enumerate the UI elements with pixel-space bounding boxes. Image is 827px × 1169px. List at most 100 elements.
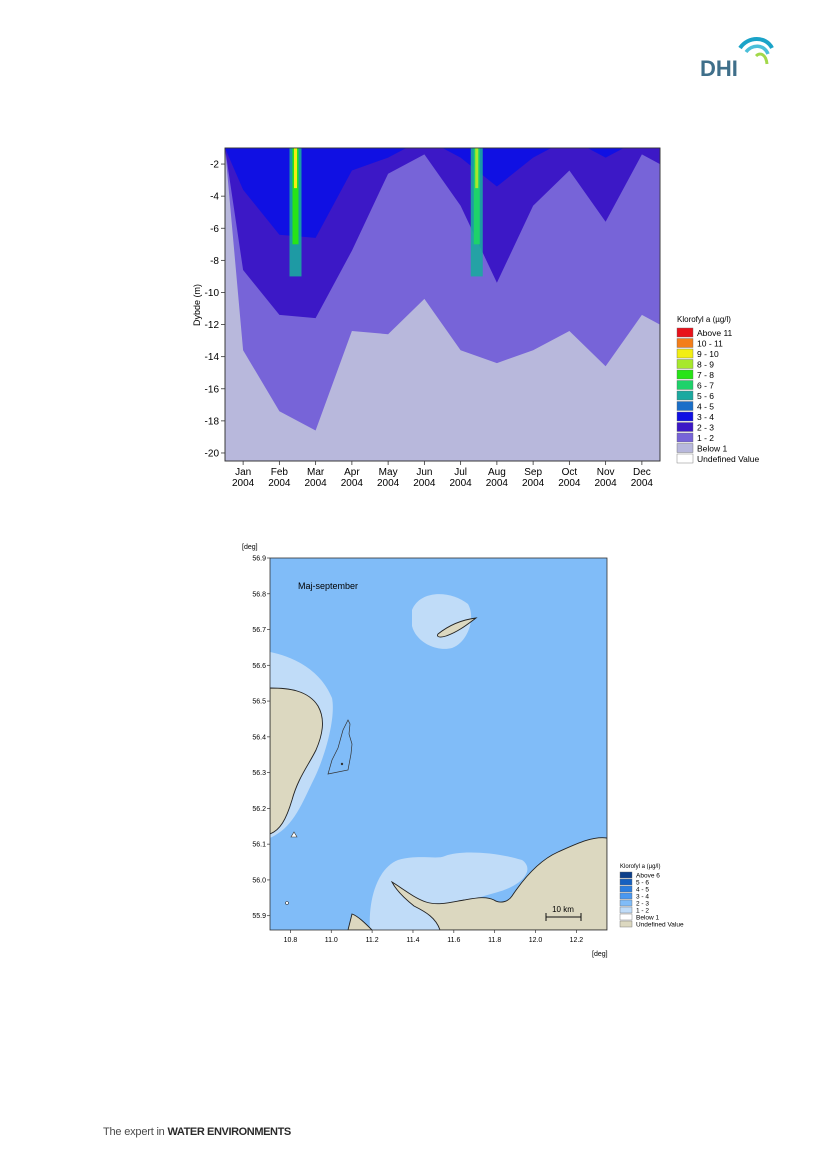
legend-swatch	[619, 920, 633, 928]
plot-area	[224, 147, 661, 462]
legend-swatch	[619, 892, 633, 900]
y-tick-label: 56.2	[252, 806, 266, 813]
y-tick-label: -20	[205, 448, 220, 459]
x-tick-label: Mar 2004	[305, 467, 328, 489]
logo-text: DHI	[700, 56, 738, 81]
x-tick-label: 12.0	[529, 937, 543, 944]
x-tick-label: Dec 2004	[631, 467, 654, 489]
legend-label: 7 - 8	[697, 370, 714, 380]
y-tick-label: -14	[205, 352, 220, 363]
legend-swatch	[676, 453, 694, 464]
legend-swatch	[619, 878, 633, 886]
y-tick-label: 56.4	[252, 734, 266, 741]
legend-label: 5 - 6	[636, 880, 649, 887]
legend-swatch	[676, 390, 694, 401]
point-triangle	[290, 831, 298, 838]
x-tick-label: Aug 2004	[486, 467, 509, 489]
footer-tagline: The expert in WATER ENVIRONMENTS	[103, 1126, 291, 1138]
legend-label: Below 1	[636, 915, 660, 922]
x-tick-label: Apr 2004	[341, 467, 364, 489]
y-tick-label: -16	[205, 384, 220, 395]
y-tick-label: -10	[205, 288, 220, 299]
y-tick-label: 56.9	[252, 556, 266, 563]
legend-swatch	[676, 338, 694, 348]
legend-swatch	[676, 443, 694, 453]
legend-swatch	[676, 327, 694, 338]
scale-bar-label: 10 km	[552, 905, 574, 914]
land-island	[437, 617, 478, 638]
y-axis: 55.9 56.0 56.1 56.2 56.3 56.4 56.5 56.6 56.7 56.8…	[252, 556, 270, 920]
legend-label: Above 6	[636, 873, 660, 880]
y-axis: -2 -4 -6 -8 -10 -12 -14 -16 -18 -20	[205, 160, 225, 459]
bloom-core-mar	[292, 148, 299, 245]
y-tick-label: 56.5	[252, 699, 266, 706]
legend-swatch	[676, 369, 694, 380]
y-tick-label: 56.6	[252, 663, 266, 670]
dhi-logo: DHI	[700, 37, 774, 81]
bloom-peak-mar	[294, 148, 297, 189]
x-tick-label: 11.4	[406, 937, 419, 944]
legend-swatch	[619, 871, 633, 879]
y-tick-label: 56.8	[252, 591, 266, 598]
legend-title: Klorofyl a (µg/l)	[620, 864, 660, 870]
scale-bar: 10 km	[545, 905, 582, 921]
x-tick-label: Oct 2004	[558, 467, 581, 489]
legend-label: 2 - 3	[697, 423, 714, 433]
x-tick-label: 10.8	[284, 937, 298, 944]
y-tick-label: -12	[205, 320, 220, 331]
legend-label: 4 - 5	[636, 887, 649, 894]
depth-profile-chart: -2 -4 -6 -8 -10 -12 -14 -16 -18 -20 Jan 2004 Feb 200…	[192, 147, 759, 489]
windfarm-outline	[327, 719, 353, 775]
y-tick-label: 56.1	[252, 842, 266, 849]
legend: Klorofyl a (µg/l) Above 65 - 64 - 53 - 42…	[619, 864, 684, 929]
legend-label: Below 1	[697, 444, 728, 454]
y-tick-label: 55.9	[252, 913, 266, 920]
point-marker	[340, 762, 344, 766]
legend-label: 1 - 2	[636, 908, 649, 915]
legend-label: 10 - 11	[697, 339, 723, 349]
legend-label: 9 - 10	[697, 349, 719, 359]
legend-label: 6 - 7	[697, 381, 714, 391]
legend-label: 4 - 5	[697, 402, 714, 412]
map-area	[270, 558, 607, 930]
tagline-prefix: The expert in	[103, 1126, 165, 1138]
x-tick-label: 11.8	[488, 937, 501, 944]
depth-layer-3-4	[225, 148, 660, 238]
x-tick-label: Nov 2004	[595, 467, 618, 489]
x-axis: 10.8 11.0 11.2 11.4 11.6 11.8 12.0 12.2	[284, 930, 584, 944]
point-small	[285, 901, 289, 905]
legend-swatch	[676, 401, 694, 411]
y-tick-label: -8	[210, 256, 219, 267]
y-tick-label: -18	[205, 416, 220, 427]
y-tick-label: -2	[210, 160, 219, 171]
legend-title: Klorofyl a (µg/l)	[677, 315, 731, 324]
legend-swatch	[676, 348, 694, 359]
x-tick-label: 12.2	[570, 937, 584, 944]
legend-label: Undefined Value	[636, 922, 684, 929]
x-tick-label: Feb 2004	[268, 467, 291, 489]
legend-swatch	[676, 380, 694, 390]
legend-label: Above 11	[697, 328, 733, 338]
x-tick-label: Jul 2004	[450, 467, 473, 489]
legend-swatch	[676, 422, 694, 432]
land-south-east	[390, 837, 607, 930]
y-tick-label: -6	[210, 224, 219, 235]
legend-label: 1 - 2	[697, 433, 714, 443]
x-tick-label: 11.6	[447, 937, 460, 944]
land-south-small	[347, 913, 373, 930]
x-tick-label: Sep 2004	[522, 467, 545, 489]
legend-swatch	[619, 906, 633, 914]
coastal-band-island	[412, 594, 472, 649]
x-tick-label: Jan 2004	[232, 467, 255, 489]
x-tick-label: 11.2	[366, 937, 379, 944]
y-unit-label: [deg]	[242, 544, 258, 551]
y-tick-label: 56.7	[252, 627, 266, 634]
legend-swatch	[676, 359, 694, 369]
x-tick-label: 11.0	[325, 937, 338, 944]
bloom-core-aug	[473, 148, 480, 245]
legend-label: 2 - 3	[636, 901, 649, 908]
y-axis-label: Dybde (m)	[192, 284, 202, 326]
x-tick-label: Jun 2004	[413, 467, 436, 489]
legend-label: 8 - 9	[697, 360, 714, 370]
